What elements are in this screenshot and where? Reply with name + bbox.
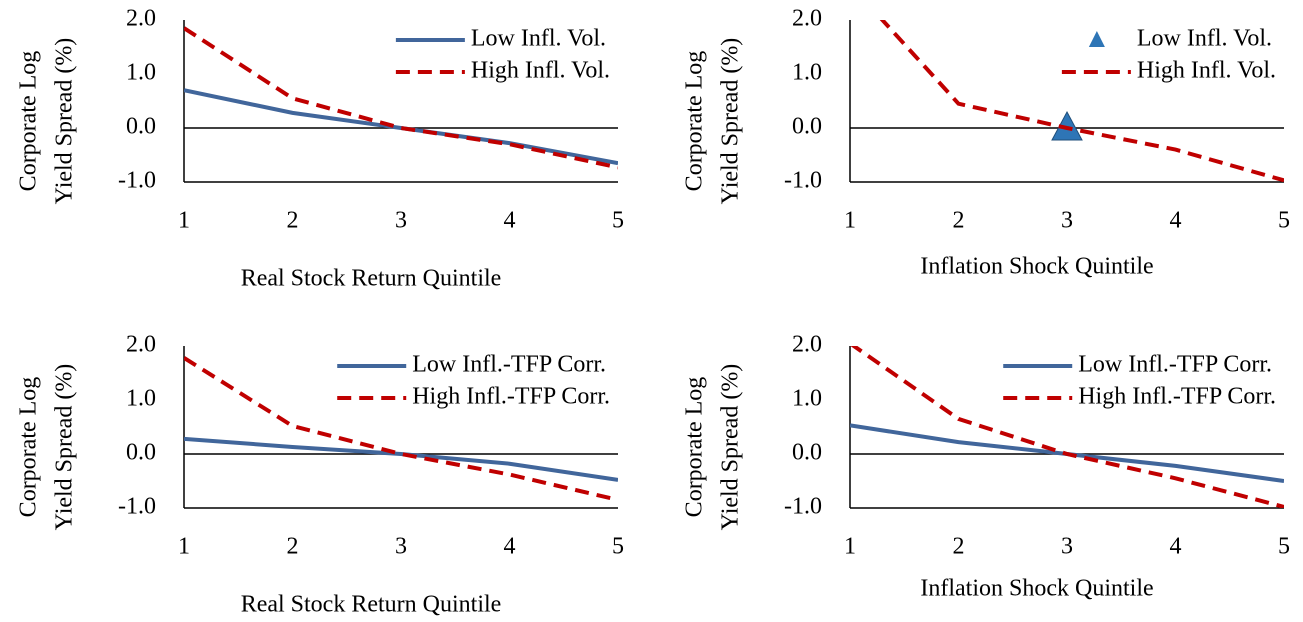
x-tick-label: 4 <box>1170 208 1182 234</box>
x-tick-label: 5 <box>612 534 624 560</box>
y-axis-label: Corporate Log <box>682 377 708 518</box>
legend-label: High Infl.-TFP Corr. <box>412 384 610 410</box>
x-tick-label: 1 <box>178 208 190 234</box>
series-line <box>184 436 618 482</box>
y-axis-label: Corporate Log <box>682 51 708 192</box>
x-tick-label: 1 <box>844 534 856 560</box>
x-axis-label: Inflation Shock Quintile <box>920 576 1153 602</box>
y-tick-label: -1.0 <box>118 168 156 194</box>
x-axis-label: Inflation Shock Quintile <box>920 254 1153 280</box>
x-tick-label: 3 <box>395 208 407 234</box>
y-axis-label: Corporate Log <box>16 377 42 518</box>
y-axis-label: Corporate Log <box>16 51 42 192</box>
x-tick-label: 4 <box>504 534 516 560</box>
legend-label: High Infl.-TFP Corr. <box>1078 384 1276 410</box>
y-tick-label: 0.0 <box>792 114 822 140</box>
y-tick-label: -1.0 <box>784 494 822 520</box>
legend-label: High Infl. Vol. <box>471 58 610 84</box>
x-axis-label: Real Stock Return Quintile <box>241 266 502 292</box>
legend-label: High Infl. Vol. <box>1137 58 1276 84</box>
x-axis-label: Real Stock Return Quintile <box>241 592 502 618</box>
x-tick-label: 3 <box>1061 534 1073 560</box>
y-tick-label: 2.0 <box>126 6 156 32</box>
x-tick-label: 2 <box>953 534 965 560</box>
x-tick-label: 5 <box>1278 534 1290 560</box>
y-tick-label: 1.0 <box>792 60 822 86</box>
y-tick-label: 0.0 <box>792 440 822 466</box>
legend-label: Low Infl. Vol. <box>1137 26 1272 52</box>
x-tick-label: 1 <box>178 534 190 560</box>
y-tick-label: 2.0 <box>792 332 822 358</box>
y-axis-label: Yield Spread (%) <box>718 364 744 531</box>
series-line <box>184 356 618 502</box>
x-tick-label: 4 <box>1170 534 1182 560</box>
series-line <box>879 20 1284 182</box>
y-tick-label: 1.0 <box>126 386 156 412</box>
legend-label: Low Infl.-TFP Corr. <box>1078 352 1272 378</box>
y-tick-label: 0.0 <box>126 440 156 466</box>
y-tick-label: -1.0 <box>118 494 156 520</box>
legend-label: Low Infl. Vol. <box>471 26 606 52</box>
y-axis-label: Yield Spread (%) <box>718 38 744 205</box>
series-line <box>850 346 1284 508</box>
y-axis-label: Yield Spread (%) <box>52 38 78 205</box>
legend-label: Low Infl.-TFP Corr. <box>412 352 606 378</box>
x-tick-label: 2 <box>287 208 299 234</box>
x-tick-label: 5 <box>612 208 624 234</box>
x-tick-label: 1 <box>844 208 856 234</box>
legend-marker <box>1088 31 1105 47</box>
y-tick-label: 1.0 <box>126 60 156 86</box>
y-tick-label: 1.0 <box>792 386 822 412</box>
x-tick-label: 3 <box>395 534 407 560</box>
x-tick-label: 3 <box>1061 208 1073 234</box>
series-line <box>184 88 618 166</box>
x-tick-label: 2 <box>287 534 299 560</box>
x-tick-label: 5 <box>1278 208 1290 234</box>
y-tick-label: -1.0 <box>784 168 822 194</box>
y-tick-label: 0.0 <box>126 114 156 140</box>
y-tick-label: 2.0 <box>126 332 156 358</box>
y-axis-label: Yield Spread (%) <box>52 364 78 531</box>
x-tick-label: 2 <box>953 208 965 234</box>
x-tick-label: 4 <box>504 208 516 234</box>
y-tick-label: 2.0 <box>792 6 822 32</box>
